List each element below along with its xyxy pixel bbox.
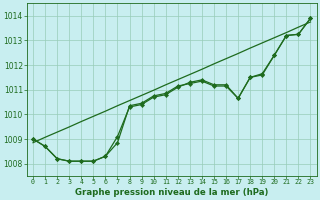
X-axis label: Graphe pression niveau de la mer (hPa): Graphe pression niveau de la mer (hPa): [75, 188, 268, 197]
